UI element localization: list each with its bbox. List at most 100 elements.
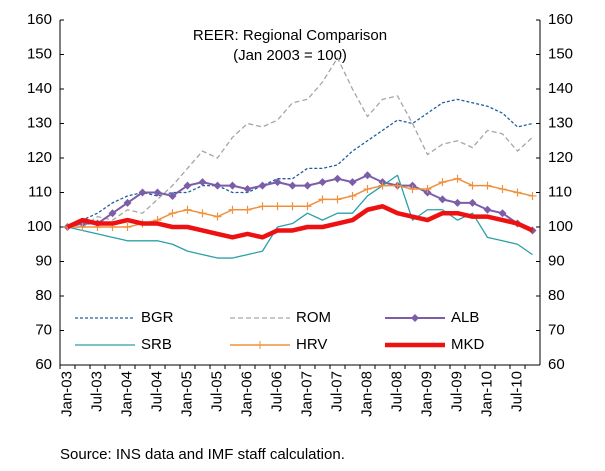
series-marker [168, 209, 177, 218]
series-marker [333, 195, 342, 204]
series-marker [483, 205, 492, 214]
legend-label: BGR [141, 309, 174, 326]
y2-tick-label: 120 [548, 149, 573, 166]
series-marker [153, 188, 162, 197]
y2-tick-label: 110 [548, 183, 572, 200]
x-tick-label: Jan-05 [178, 371, 195, 417]
x-tick-label: Jan-03 [58, 371, 75, 417]
y-tick-label: 130 [27, 114, 52, 131]
x-tick-label: Jan-08 [358, 371, 375, 417]
series-marker [513, 188, 522, 197]
series-line [67, 98, 533, 228]
x-tick-label: Jan-04 [118, 371, 135, 417]
y2-tick-label: 130 [548, 114, 573, 131]
series-line [67, 174, 533, 259]
x-tick-label: Jan-10 [478, 371, 495, 417]
series-marker [468, 181, 477, 190]
x-tick-label: Jul-05 [208, 371, 225, 412]
series-marker [198, 209, 207, 218]
series-marker [183, 205, 192, 214]
y2-tick-label: 80 [548, 287, 565, 304]
series-marker [228, 181, 237, 190]
series-marker [168, 191, 177, 200]
series-marker [333, 174, 342, 183]
x-tick-label: Jan-06 [238, 371, 255, 417]
legend-label: ALB [451, 309, 479, 326]
series-marker [498, 185, 507, 194]
series-marker [258, 181, 267, 190]
series-marker [288, 181, 297, 190]
series-marker [123, 198, 132, 207]
legend-marker [256, 341, 264, 349]
series-marker [453, 198, 462, 207]
y-tick-label: 60 [35, 356, 52, 373]
x-tick-label: Jan-09 [418, 371, 435, 417]
y2-tick-label: 90 [548, 252, 565, 269]
y2-tick-label: 160 [548, 11, 573, 28]
series-marker [393, 181, 402, 190]
x-tick-label: Jul-04 [148, 371, 165, 412]
x-tick-label: Jul-08 [388, 371, 405, 412]
series-marker [348, 191, 357, 200]
x-tick-label: Jul-09 [448, 371, 465, 412]
y2-tick-label: 100 [548, 218, 573, 235]
series-marker [348, 178, 357, 187]
chart-subtitle: (Jan 2003 = 100) [233, 47, 347, 64]
y-tick-label: 120 [27, 149, 52, 166]
series-marker [438, 195, 447, 204]
series-marker [318, 178, 327, 187]
series-marker [123, 223, 132, 231]
y-tick-label: 150 [27, 45, 52, 62]
y-tick-label: 140 [27, 80, 52, 97]
series-marker [273, 178, 282, 187]
x-tick-label: Jul-07 [328, 371, 345, 412]
series-marker [183, 181, 192, 190]
series-marker [258, 202, 267, 211]
series-marker [288, 202, 297, 211]
chart-title: REER: Regional Comparison [193, 27, 387, 44]
y2-tick-label: 70 [548, 321, 565, 338]
y2-tick-label: 140 [548, 80, 573, 97]
series-marker [198, 178, 207, 187]
series-marker [438, 178, 447, 187]
series-marker [318, 195, 327, 204]
series-marker [483, 181, 492, 190]
y-tick-label: 90 [35, 252, 52, 269]
series-marker [363, 171, 372, 180]
series-marker [78, 223, 87, 231]
x-tick-label: Jul-03 [88, 371, 105, 412]
series-marker [303, 202, 312, 211]
y2-tick-label: 60 [548, 356, 565, 373]
x-tick-label: Jul-06 [268, 371, 285, 412]
legend-label: SRB [141, 336, 172, 353]
series-marker [243, 205, 252, 214]
y-tick-label: 160 [27, 11, 52, 28]
y-tick-label: 100 [27, 218, 52, 235]
series-line [66, 204, 534, 240]
series-marker [213, 181, 222, 190]
y2-tick-label: 150 [548, 45, 573, 62]
series-marker [498, 209, 507, 218]
series-marker [363, 185, 372, 194]
x-tick-label: Jan-07 [298, 371, 315, 417]
y-tick-label: 80 [35, 287, 52, 304]
series-marker [108, 209, 117, 218]
series-marker [228, 205, 237, 214]
legend-marker [411, 314, 419, 322]
series-marker [303, 181, 312, 190]
series-marker [423, 185, 432, 194]
series-marker [273, 202, 282, 211]
series-marker [468, 198, 477, 207]
x-tick-label: Jul-10 [508, 371, 525, 412]
series-marker [213, 212, 222, 221]
series-marker [528, 191, 537, 200]
series-marker [453, 174, 462, 183]
y-tick-label: 70 [35, 321, 52, 338]
legend-label: ROM [296, 309, 331, 326]
y-tick-label: 110 [28, 183, 52, 200]
series-marker [378, 181, 387, 190]
series-marker [408, 185, 417, 194]
series-line [67, 57, 533, 228]
series-marker [138, 188, 147, 197]
